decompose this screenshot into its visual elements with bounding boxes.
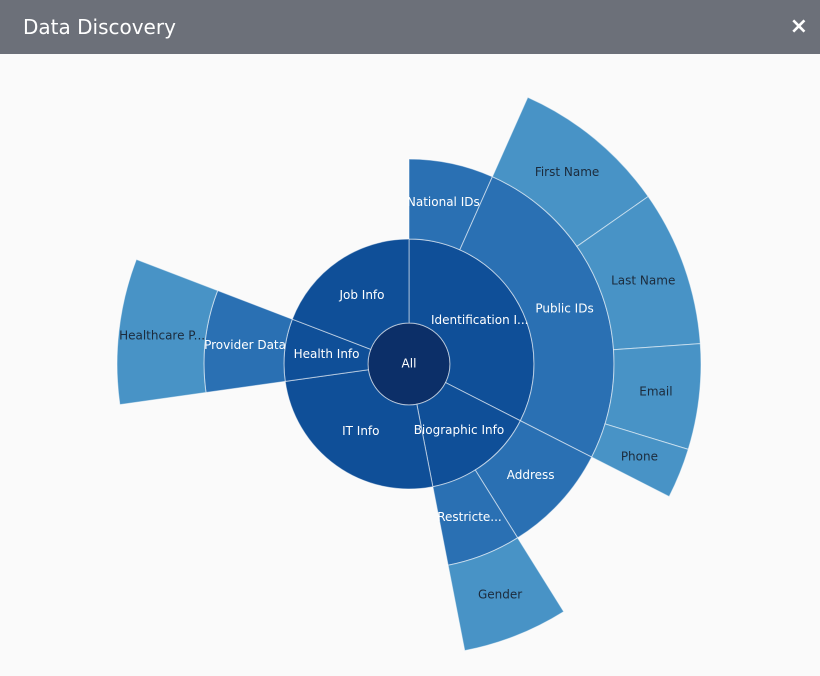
segment-label: Last Name	[611, 274, 675, 288]
sunburst-segment[interactable]	[116, 258, 219, 406]
segment-label: Biographic Info	[414, 423, 505, 437]
segment-label: Address	[507, 468, 555, 482]
sunburst-chart: All Identification I... National IDs Public…	[116, 96, 702, 652]
close-button[interactable]: ×	[789, 14, 808, 39]
sunburst-segment[interactable]	[284, 369, 434, 490]
segment-label: Public IDs	[535, 301, 593, 315]
segment-label: Phone	[621, 450, 658, 464]
modal-title: Data Discovery	[23, 15, 176, 39]
sunburst-segment[interactable]	[291, 238, 410, 350]
segment-label: Identification I...	[431, 313, 528, 327]
segment-label: First Name	[535, 165, 599, 179]
sunburst-segment[interactable]	[447, 537, 565, 652]
segment-label: Healthcare P...	[119, 328, 205, 342]
segment-label: All	[402, 357, 417, 371]
segment-label: IT Info	[342, 424, 379, 438]
segment-label: Gender	[478, 588, 522, 602]
modal-header: Data Discovery ×	[0, 0, 820, 54]
segment-label: Email	[639, 385, 672, 399]
segment-label: Provider Data	[204, 338, 286, 352]
segment-label: Job Info	[338, 288, 384, 302]
segment-label: Health Info	[294, 347, 360, 361]
segment-label: National IDs	[407, 195, 480, 209]
segment-label: Restricte...	[437, 510, 502, 524]
